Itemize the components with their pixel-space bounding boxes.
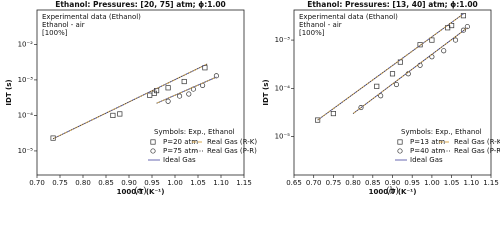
marker-circle (177, 93, 183, 99)
marker-square (147, 92, 153, 98)
marker-square (429, 37, 435, 43)
x-tick-label: 0.65 (286, 179, 302, 187)
x-tick-label: 0.80 (345, 179, 361, 187)
x-tick-label: 1.10 (464, 179, 480, 187)
marker-square (330, 111, 336, 117)
figure: Ethanol: Pressures: [20, 75] atm; ϕ:1.00… (5, 0, 500, 197)
legend-label: Ideal Gas (410, 156, 443, 164)
marker-circle (186, 91, 192, 97)
marker-circle (452, 37, 459, 43)
marker-circle (460, 27, 466, 33)
y-tick-label: 10⁻² (18, 40, 34, 48)
series-line (317, 13, 468, 121)
x-tick-label: 1.00 (424, 179, 440, 187)
marker-circle (393, 81, 399, 88)
annotation: Experimental data (Ethanol) (42, 13, 141, 21)
x-tick-label: 1.00 (167, 179, 183, 187)
legend-marker (397, 148, 403, 154)
marker-square (181, 78, 187, 85)
x-tick-label: 0.90 (385, 179, 401, 187)
marker-circle (378, 93, 384, 99)
marker-square (110, 112, 116, 118)
annotation: Ethanol - air (42, 21, 85, 29)
marker-square (315, 117, 321, 123)
marker-square (117, 111, 123, 117)
marker-square (449, 22, 455, 29)
legend-label: Real Gas (R-K) (207, 138, 257, 146)
marker-circle (464, 24, 470, 30)
chart-title: Ethanol: Pressures: [20, 75] atm; ϕ:1.00 (55, 0, 226, 9)
legend-marker (150, 139, 156, 145)
y-tick-label: 10⁻⁴ (18, 111, 34, 119)
y-tick-label: 10⁻³ (275, 36, 291, 44)
legend-label: Ideal Gas (163, 156, 196, 164)
x-tick-label: 0.95 (404, 179, 420, 187)
y-tick-label: 10⁻³ (18, 76, 34, 84)
legend-label: P=40 atm (410, 147, 445, 155)
legend-label: P=20 atm (163, 138, 198, 146)
series-line (52, 63, 217, 140)
x-tick-label: 1.05 (190, 179, 206, 187)
chart-title: Ethanol: Pressures: [13, 40] atm; ϕ:1.00 (307, 0, 478, 9)
legend-marker (397, 139, 403, 145)
x-tick-label: 0.85 (98, 179, 114, 187)
plot-frame (36, 9, 245, 176)
x-tick-label: 0.80 (75, 179, 91, 187)
y-tick-label: 10⁻⁴ (275, 84, 291, 92)
marker-circle (213, 73, 219, 79)
legend-label: P=75 atm (163, 147, 198, 155)
x-axis-title: 1000/T (K⁻¹) (369, 188, 417, 196)
legend-label: Real Gas (P-R) (454, 147, 500, 155)
caption: (b) (386, 186, 399, 197)
x-tick-label: 1.15 (236, 179, 252, 187)
y-axis-title: IDT (s) (262, 79, 270, 105)
annotation: [100%] (42, 29, 68, 37)
annotation: Experimental data (Ethanol) (299, 13, 398, 21)
y-tick-label: 10⁻⁵ (18, 147, 34, 155)
legend-label: P=13 atm (410, 138, 445, 146)
marker-square (165, 85, 171, 91)
x-tick-label: 0.70 (306, 179, 322, 187)
x-tick-label: 1.15 (483, 179, 499, 187)
marker-circle (358, 104, 364, 111)
marker-circle (165, 98, 171, 104)
marker-square (417, 42, 423, 48)
y-axis-title: IDT (s) (5, 79, 13, 105)
x-tick-label: 0.90 (121, 179, 137, 187)
legend-title: Symbols: Exp., Ethanol (401, 128, 482, 136)
x-axis-title: 1000/T (K⁻¹) (117, 188, 165, 196)
legend-label: Real Gas (R-K) (454, 138, 500, 146)
marker-square (374, 83, 380, 89)
x-tick-label: 0.75 (326, 179, 342, 187)
x-tick-label: 1.05 (444, 179, 460, 187)
caption: (a) (134, 186, 146, 197)
legend-marker (150, 148, 156, 154)
marker-square (389, 71, 396, 77)
x-tick-label: 0.75 (52, 179, 68, 187)
y-tick-label: 10⁻⁵ (275, 133, 291, 141)
x-tick-label: 0.70 (29, 179, 45, 187)
legend-label: Real Gas (P-R) (207, 147, 257, 155)
x-tick-label: 1.10 (213, 179, 229, 187)
annotation: [100%] (299, 29, 325, 37)
marker-circle (441, 48, 447, 54)
annotation: Ethanol - air (299, 21, 342, 29)
legend-title: Symbols: Exp., Ethanol (154, 128, 235, 136)
x-tick-label: 0.95 (144, 179, 160, 187)
x-tick-label: 0.85 (365, 179, 381, 187)
